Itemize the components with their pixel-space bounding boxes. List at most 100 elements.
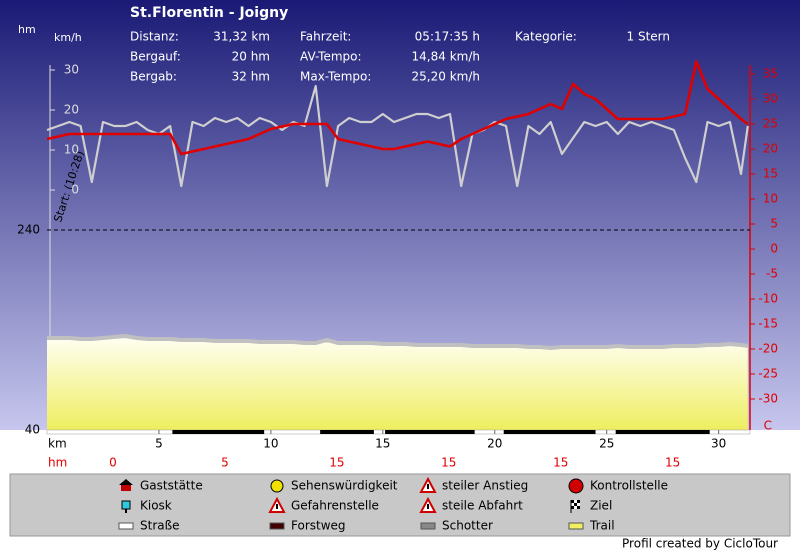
speed-tick-label: 0 [71, 183, 79, 197]
temp-tick-label: -20 [758, 342, 778, 356]
legend-icon-part [571, 503, 574, 506]
legend-icon-part [119, 479, 133, 485]
legend-label: Forstweg [291, 519, 346, 533]
x-tick-label: 25 [599, 437, 614, 451]
stat-value: 25,20 km/h [412, 70, 480, 84]
legend-icon [119, 479, 133, 491]
climb-value: 15 [665, 456, 680, 470]
surface-band [503, 430, 596, 434]
legend-label: Schotter [442, 519, 493, 533]
x-tick-label: 5 [155, 437, 163, 451]
temp-tick-label: 10 [763, 192, 778, 206]
elevation-line [47, 333, 749, 351]
legend-icon-part [571, 506, 574, 509]
stat-value: 14,84 km/h [412, 50, 480, 64]
surface-band [385, 430, 475, 434]
climb-label: hm [48, 456, 67, 470]
x-tick-label: 10 [263, 437, 278, 451]
legend-label: Kontrollstelle [590, 479, 668, 493]
speed-tick-label: 20 [64, 103, 79, 117]
legend-icon-part [118, 522, 134, 530]
legend-icon-part [121, 484, 131, 491]
stat-value: 1 Stern [627, 30, 670, 44]
legend-icon [420, 522, 436, 530]
y-tick-label: 240 [17, 223, 40, 237]
legend-label: Kiosk [140, 499, 172, 513]
legend-icon-part [420, 522, 436, 530]
x-axis-label: km [48, 437, 67, 451]
surface-band [320, 430, 374, 434]
temp-tick-label: -15 [758, 317, 778, 331]
stat-label: Bergauf: [130, 50, 181, 64]
stat-label: Bergab: [130, 70, 177, 84]
stat-label: Fahrzeit: [300, 30, 351, 44]
temp-tick-label: 20 [763, 142, 778, 156]
temp-tick-label: -30 [758, 392, 778, 406]
y-tick-label: 40 [25, 423, 40, 437]
credit: Profil created by CicloTour [622, 537, 778, 550]
temp-tick-label: 25 [763, 117, 778, 131]
legend-icon-part [574, 503, 577, 506]
legend-icon-part [574, 500, 577, 503]
legend-icon-part [427, 504, 429, 509]
legend-icon-part [568, 478, 584, 494]
legend-box [9, 473, 791, 537]
legend-label: Sehenswürdigkeit [291, 479, 398, 493]
legend-label: Trail [589, 519, 615, 533]
temp-tick-label: 35 [763, 67, 778, 81]
stat-label: Max-Tempo: [300, 70, 371, 84]
chart-title: St.Florentin - Joigny [130, 5, 288, 21]
stat-label: Kategorie: [515, 30, 577, 44]
temp-tick-label: 15 [763, 167, 778, 181]
temp-tick-label: -10 [758, 292, 778, 306]
legend-icon-part [269, 522, 285, 530]
stat-value: 05:17:35 h [415, 30, 480, 44]
stat-value: 32 hm [232, 70, 270, 84]
legend-icon-part [125, 509, 127, 513]
legend-icon [270, 479, 284, 493]
legend-icon [121, 500, 131, 513]
x-tick-label: 30 [711, 437, 726, 451]
temp-tick-label: 0 [770, 242, 778, 256]
climb-value: 5 [221, 456, 229, 470]
temp-tick-label: -5 [766, 267, 778, 281]
legend-icon [269, 522, 285, 530]
speed-axis-label: km/h [54, 31, 82, 44]
legend-icon [419, 496, 437, 513]
x-tick-label: 20 [487, 437, 502, 451]
speed-tick-label: 30 [64, 63, 79, 77]
legend-icon-part [574, 506, 577, 509]
legend-icon [268, 496, 286, 513]
speed-line [46, 84, 749, 188]
legend-icon-part [577, 503, 580, 506]
stat-label: Distanz: [130, 30, 179, 44]
elevation-area [47, 336, 748, 430]
speed-tick-label: 10 [64, 143, 79, 157]
stat-value: 31,32 km [213, 30, 270, 44]
surface-band [172, 430, 265, 434]
climb-value: 0 [109, 456, 117, 470]
legend-icon-part [121, 500, 131, 510]
legend-icon-part [577, 506, 580, 509]
climb-value: 15 [553, 456, 568, 470]
legend-icon-part [577, 500, 580, 503]
y-axis-label: hm [18, 23, 36, 36]
legend-icon-part [571, 500, 574, 503]
legend-icon-part [427, 484, 429, 489]
legend-icon [568, 522, 584, 530]
x-tick-label: 15 [375, 437, 390, 451]
legend-icon-part [270, 479, 284, 493]
legend-label: Straße [140, 519, 180, 533]
stat-label: AV-Tempo: [300, 50, 362, 64]
legend-label: steiler Anstieg [442, 479, 528, 493]
temp-axis-label: C [764, 419, 772, 433]
legend-label: steile Abfahrt [442, 499, 523, 513]
temp-tick-label: -25 [758, 367, 778, 381]
climb-value: 15 [329, 456, 344, 470]
surface-band [615, 430, 710, 434]
legend-label: Gefahrenstelle [291, 499, 379, 513]
temp-line [46, 60, 749, 156]
temp-tick-label: 30 [763, 92, 778, 106]
